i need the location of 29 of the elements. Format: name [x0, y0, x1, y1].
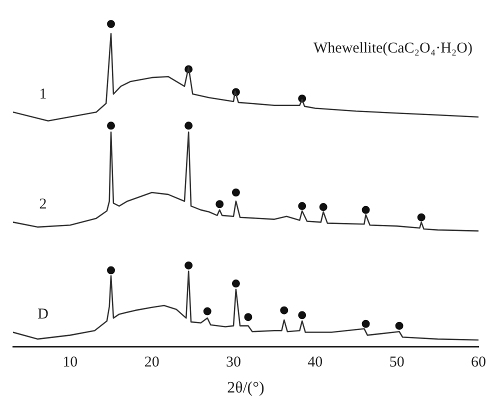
point — [232, 188, 240, 196]
point — [107, 122, 115, 130]
x-tick-label: 20 — [144, 354, 160, 371]
point — [280, 306, 288, 314]
x-tick-label: 40 — [308, 354, 323, 371]
point — [298, 311, 306, 320]
point — [107, 20, 115, 28]
series-label: D — [38, 306, 49, 323]
point — [244, 313, 252, 322]
point — [298, 202, 306, 210]
x-tick-label: 30 — [226, 354, 241, 371]
point — [395, 322, 404, 330]
text: Whewellite(CaC₂O₄·H₂O) — [314, 40, 472, 57]
point — [184, 261, 193, 270]
x-axis-title: 2θ/(°) — [227, 380, 264, 397]
point — [417, 213, 426, 222]
x-tick-label: 60 — [471, 354, 486, 371]
point — [203, 307, 212, 316]
x-tick-label: 10 — [62, 354, 78, 371]
x-tick-label: 50 — [389, 354, 404, 371]
point — [319, 203, 328, 212]
point — [232, 280, 240, 288]
point — [107, 266, 115, 274]
series-label: 2 — [39, 196, 47, 213]
point — [362, 320, 370, 328]
point — [184, 122, 193, 130]
point — [216, 200, 224, 208]
series-label: 1 — [39, 86, 47, 103]
point — [362, 206, 370, 214]
